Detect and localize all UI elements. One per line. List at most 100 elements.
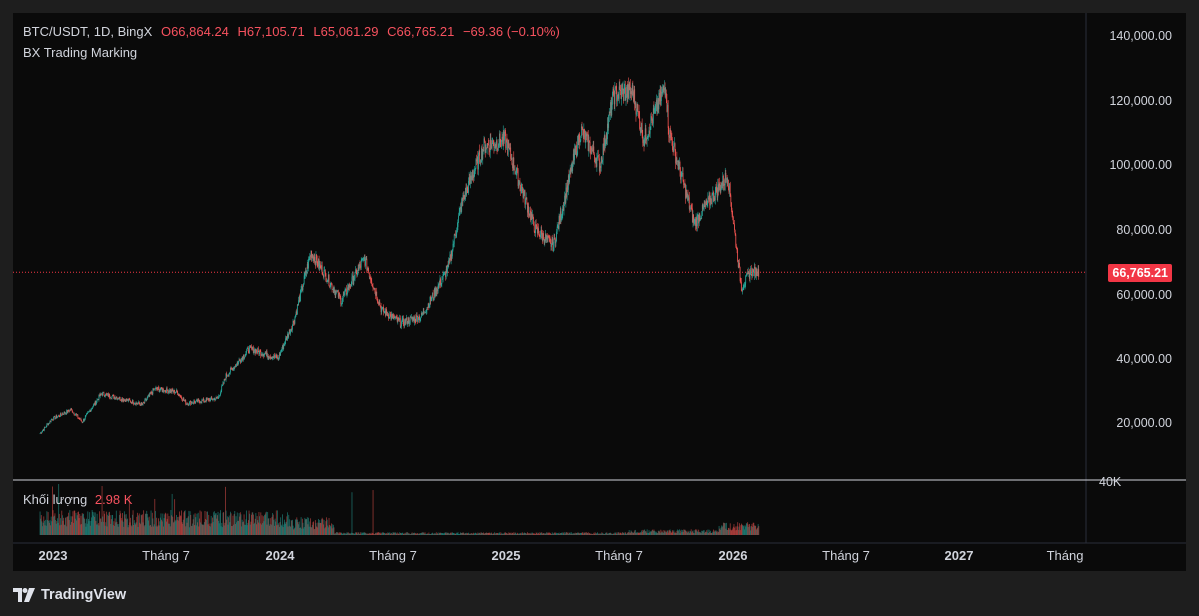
candle-body: [391, 314, 393, 316]
volume-bar: [505, 532, 507, 535]
candle-body: [533, 225, 535, 232]
candle-body: [176, 390, 177, 393]
candle-body: [669, 129, 671, 138]
volume-bar: [684, 529, 686, 535]
candle-body: [294, 317, 296, 324]
chart-area[interactable]: BTC/USDT, 1D, BingX O66,864.24 H67,105.7…: [13, 13, 1186, 571]
tradingview-logo[interactable]: TradingView: [13, 584, 126, 606]
candle-body: [689, 208, 691, 209]
candle-body: [265, 351, 267, 354]
volume-bar: [362, 532, 363, 535]
volume-bar: [336, 532, 337, 535]
open-value: O66,864.24: [160, 24, 229, 39]
volume-bar: [288, 514, 290, 535]
volume-bar: [627, 532, 629, 535]
volume-bar: [197, 512, 199, 535]
candle-body: [618, 86, 620, 99]
volume-bar: [471, 533, 473, 535]
candle-body: [88, 411, 90, 412]
candle-body: [332, 287, 334, 290]
volume-bar: [145, 513, 147, 535]
candle-body: [122, 399, 124, 401]
candle-body: [164, 390, 166, 392]
volume-bar: [677, 529, 678, 535]
volume-bar: [695, 529, 696, 535]
candle-body: [173, 389, 175, 392]
volume-bar: [673, 533, 675, 535]
volume-bar: [663, 530, 665, 535]
candle-body: [74, 414, 76, 416]
volume-bar: [432, 533, 434, 535]
candle-body: [415, 321, 417, 322]
volume-bar: [223, 525, 225, 535]
candle-body: [429, 304, 430, 308]
volume-bar: [725, 528, 727, 535]
volume-bar: [541, 533, 543, 535]
candle-body: [566, 187, 567, 198]
volume-bar: [698, 532, 700, 535]
candle-body: [307, 264, 309, 269]
volume-bar: [373, 533, 375, 535]
volume-bar: [56, 518, 58, 535]
volume-bar: [615, 532, 616, 535]
candle-body: [335, 290, 337, 296]
volume-bar: [338, 534, 340, 535]
volume-bar: [451, 532, 453, 535]
volume-bar: [264, 515, 265, 535]
candle-body: [110, 397, 112, 399]
candle-body: [256, 349, 257, 352]
candle-body: [737, 249, 739, 262]
candle-body: [711, 202, 712, 204]
candle-body: [200, 402, 202, 403]
candle-body: [489, 148, 490, 153]
volume-bar: [120, 513, 122, 535]
candle-body: [89, 410, 91, 412]
volume-bar: [69, 510, 71, 535]
candle-body: [72, 412, 74, 413]
volume-bar: [638, 532, 640, 535]
candle-body: [342, 294, 344, 299]
volume-bar: [729, 523, 731, 535]
volume-bar: [757, 527, 758, 535]
volume-bar: [687, 532, 688, 535]
indicator-name[interactable]: BX Trading Marking: [23, 45, 138, 60]
candle-body: [130, 400, 131, 403]
volume-bar: [177, 516, 179, 535]
candle-body: [180, 396, 182, 398]
volume-bar: [240, 514, 242, 535]
candle-body: [152, 388, 154, 394]
candle-body: [595, 158, 597, 164]
candle-body: [274, 354, 275, 358]
symbol-label[interactable]: BTC/USDT, 1D, BingX: [23, 24, 153, 39]
candle-body: [685, 189, 687, 199]
volume-bar: [522, 533, 524, 535]
volume-bar: [370, 532, 372, 535]
candle-body: [286, 337, 288, 340]
volume-bar: [729, 529, 731, 535]
volume-bar: [407, 533, 409, 535]
candle-body: [100, 393, 102, 395]
chart-canvas[interactable]: [13, 13, 1186, 571]
candle-body: [86, 413, 88, 414]
volume-bar: [398, 533, 399, 535]
volume-bar: [169, 526, 171, 535]
candle-body: [500, 141, 502, 147]
volume-bar: [381, 532, 383, 535]
candle-body: [720, 188, 722, 192]
volume-bar: [316, 527, 318, 535]
volume-bar: [607, 534, 609, 535]
volume-legend[interactable]: Khối lượng 2.98 K: [23, 492, 132, 507]
candle-body: [501, 136, 503, 142]
candle-body: [293, 322, 295, 324]
volume-bar: [393, 532, 395, 535]
volume-bar: [406, 532, 408, 535]
volume-bar: [372, 490, 374, 535]
candle-body: [698, 214, 700, 224]
volume-bar: [363, 532, 365, 535]
candle-body: [510, 147, 512, 159]
candle-body: [484, 141, 486, 153]
volume-bar: [718, 531, 719, 535]
candle-body: [302, 286, 304, 290]
candle-body: [130, 402, 132, 403]
volume-bar: [724, 523, 726, 535]
